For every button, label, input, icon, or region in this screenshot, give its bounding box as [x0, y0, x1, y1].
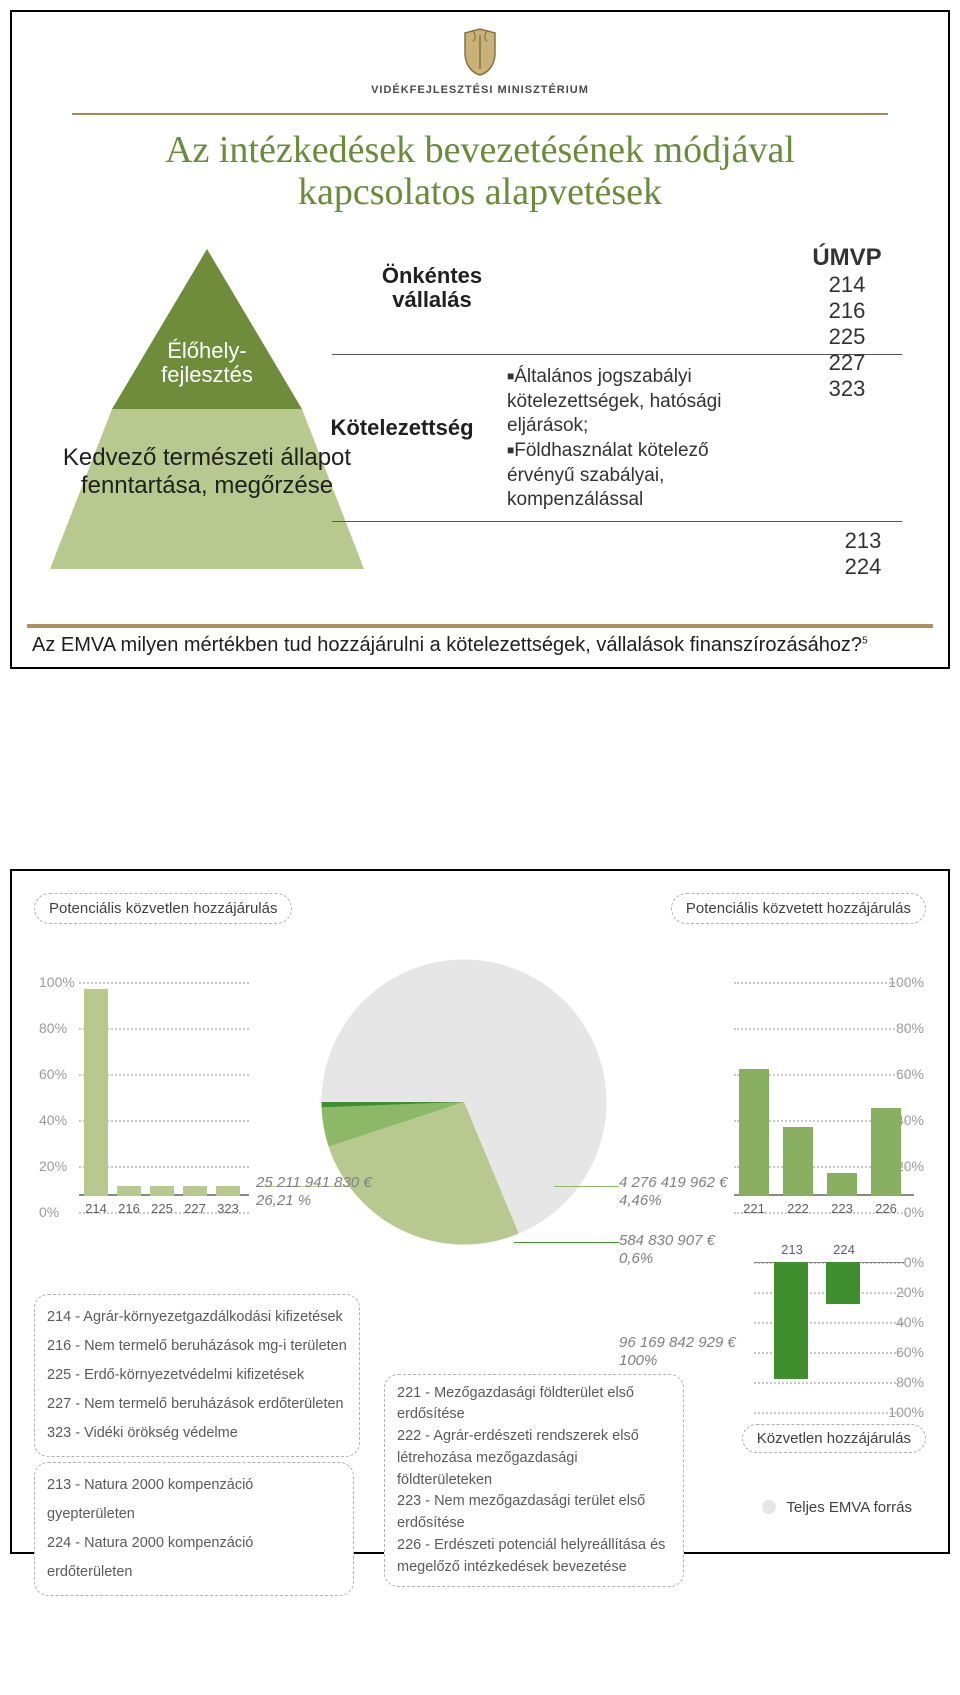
- slide1-body: Élőhely- fejlesztés Kedvező természeti á…: [32, 244, 928, 624]
- pyramid-diagram: Élőhely- fejlesztés Kedvező természeti á…: [47, 244, 367, 574]
- bar-label: 214: [81, 1201, 111, 1216]
- gridline: [754, 1412, 904, 1414]
- total-emva-badge: Teljes EMVA forrás: [762, 1494, 926, 1521]
- desc-block-right: 221 - Mezőgazdasági földterület első erd…: [384, 1374, 684, 1604]
- y-tick-left: 100%: [39, 974, 75, 990]
- slide1-header: VIDÉKFEJLESZTÉSI MINISZTÉRIUM: [12, 12, 948, 101]
- desc-item: 227 - Nem termelő beruházások erdőterüle…: [47, 1390, 347, 1419]
- bar-right: [783, 1127, 813, 1196]
- pyramid-bottom-label: Kedvező természeti állapot fenntartása, …: [47, 444, 367, 502]
- umvp-code: 225: [812, 324, 882, 350]
- voluntary-heading: Önkéntes vállalás: [342, 264, 522, 312]
- gridline: [734, 982, 914, 984]
- desc-item: 214 - Agrár-környezetgazdálkodási kifize…: [47, 1303, 347, 1332]
- crest-icon: [460, 27, 500, 82]
- umvp-heading: ÚMVP: [812, 244, 882, 272]
- y-tick-left: 60%: [39, 1066, 67, 1082]
- bar-down: [826, 1262, 860, 1304]
- grey-circle-icon: [762, 1500, 776, 1514]
- right-columns: Önkéntes vállalás ÚMVP 214216225227323 K…: [332, 264, 912, 533]
- bar-left: [117, 1186, 141, 1195]
- ministry-name: VIDÉKFEJLESZTÉSI MINISZTÉRIUM: [12, 84, 948, 96]
- bar-label: 225: [147, 1201, 177, 1216]
- y-tick-left: 80%: [39, 1020, 67, 1036]
- bar-label: 226: [868, 1201, 904, 1216]
- bar-label: 213: [772, 1242, 812, 1257]
- bar-left: [216, 1186, 240, 1195]
- bar-left: [183, 1186, 207, 1195]
- umvp-code: 227: [812, 350, 882, 376]
- desc-item: 224 - Natura 2000 kompenzáció erdőterüle…: [47, 1529, 341, 1587]
- bar-down: [774, 1262, 808, 1379]
- umvp-code: 323: [812, 376, 882, 402]
- slide1-title: Az intézkedések bevezetésének módjával k…: [72, 130, 888, 214]
- obligation-bullet: ■Általános jogszabályi kötelezettségek, …: [507, 365, 737, 439]
- pyramid-top-label: Élőhely- fejlesztés: [47, 339, 367, 387]
- bar-right: [739, 1069, 769, 1196]
- y-tick-left: 20%: [39, 1158, 67, 1174]
- callout-light: 25 211 941 830 €26,21 %: [256, 1174, 372, 1212]
- umvp-code: 213: [828, 528, 898, 554]
- y-tick-left: 0%: [39, 1204, 59, 1220]
- bar-right: [871, 1108, 901, 1195]
- desc-item: 222 - Agrár-erdészeti rendszerek első lé…: [397, 1426, 671, 1491]
- umvp-code: 214: [812, 272, 882, 298]
- umvp-code: 216: [812, 298, 882, 324]
- desc-item: 226 - Erdészeti potenciál helyreállítása…: [397, 1535, 671, 1579]
- desc-item: 221 - Mezőgazdasági földterület első erd…: [397, 1383, 671, 1427]
- obligation-bullet: ■Földhasználat kötelező érvényű szabálya…: [507, 439, 737, 513]
- bar-label: 216: [114, 1201, 144, 1216]
- callout-mid: 4 276 419 962 €4,46%: [619, 1174, 727, 1212]
- bar-label: 224: [824, 1242, 864, 1257]
- y-tick-down: 0%: [904, 1254, 924, 1270]
- desc-item: 213 - Natura 2000 kompenzáció gyepterüle…: [47, 1471, 341, 1529]
- bar-label: 222: [780, 1201, 816, 1216]
- obligation-bullets: ■Általános jogszabályi kötelezettségek, …: [507, 365, 737, 513]
- callout-dark: 584 830 907 €0,6%: [619, 1232, 715, 1270]
- lower-area: 214 - Agrár-környezetgazdálkodási kifize…: [34, 1244, 926, 1524]
- umvp-code: 224: [828, 554, 898, 580]
- separator-line-2: [332, 521, 902, 522]
- badge-left: Potenciális közvetlen hozzájárulás: [34, 893, 292, 924]
- y-tick-left: 40%: [39, 1112, 67, 1128]
- slide-1: VIDÉKFEJLESZTÉSI MINISZTÉRIUM Az intézke…: [10, 10, 950, 669]
- desc-block-left2: 213 - Natura 2000 kompenzáció gyepterüle…: [34, 1462, 354, 1612]
- desc-item: 223 - Nem mezőgazdasági terület első erd…: [397, 1491, 671, 1535]
- desc-item: 225 - Erdő-környezetvédelmi kifizetések: [47, 1361, 347, 1390]
- header-rule: [72, 113, 888, 115]
- callout-line: [554, 1186, 619, 1188]
- bar-label: 227: [180, 1201, 210, 1216]
- gridline: [734, 1028, 914, 1030]
- obligation-heading: Kötelezettség: [312, 415, 492, 441]
- umvp-bottom-codes: 213224: [828, 528, 898, 580]
- desc-item: 323 - Vidéki örökség védelme: [47, 1419, 347, 1448]
- gridline: [754, 1382, 904, 1384]
- bar-label: 223: [824, 1201, 860, 1216]
- desc-block-left1: 214 - Agrár-környezetgazdálkodási kifize…: [34, 1294, 364, 1473]
- bar-label: 323: [213, 1201, 243, 1216]
- bar-left: [84, 989, 108, 1196]
- badge-right: Potenciális közvetett hozzájárulás: [671, 893, 926, 924]
- chart-area: 0%0%20%20%40%40%60%60%80%80%100%100%2142…: [34, 934, 926, 1244]
- umvp-column: ÚMVP 214216225227323: [812, 244, 882, 402]
- slide-2: Potenciális közvetlen hozzájárulás Poten…: [10, 869, 950, 1554]
- bar-right: [827, 1173, 857, 1196]
- bar-left: [150, 1186, 174, 1195]
- slide1-footer-question: Az EMVA milyen mértékben tud hozzájáruln…: [12, 628, 948, 657]
- direct-contribution-badge: Közvetlen hozzájárulás: [742, 1424, 926, 1453]
- gridline: [79, 982, 249, 984]
- desc-item: 216 - Nem termelő beruházások mg-i terül…: [47, 1332, 347, 1361]
- callout-total: 96 169 842 929 €100%: [619, 1334, 736, 1372]
- callout-line: [514, 1242, 619, 1244]
- slide2-top-badges: Potenciális közvetlen hozzájárulás Poten…: [34, 893, 926, 924]
- bar-label: 221: [736, 1201, 772, 1216]
